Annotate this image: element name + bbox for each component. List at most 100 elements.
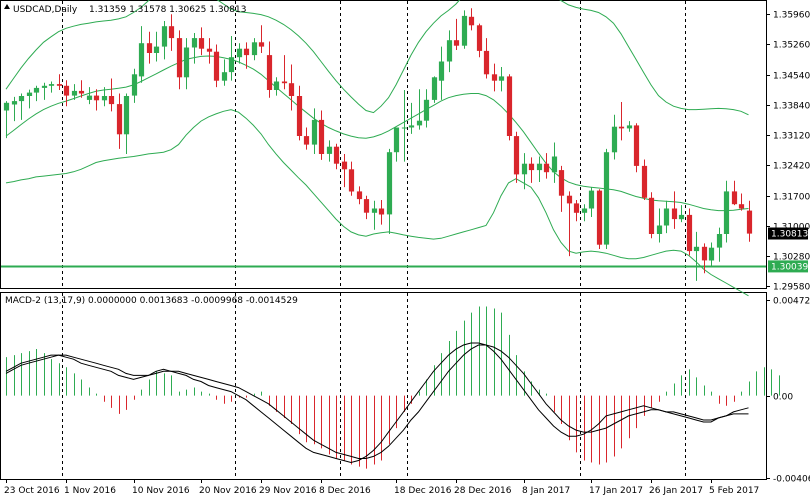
time-tick-label: 23 Oct 2016 bbox=[4, 486, 60, 496]
candle-body-bear bbox=[168, 26, 175, 39]
candle-body-bull bbox=[416, 120, 423, 126]
time-tick-label: 8 Jan 2017 bbox=[522, 486, 570, 496]
candle-body-bull bbox=[311, 119, 318, 145]
current-price-label: 1.30813 bbox=[771, 230, 808, 240]
candle-body-bull bbox=[161, 26, 168, 47]
candle-body-bear bbox=[543, 163, 550, 173]
candle-body-bull bbox=[228, 57, 235, 73]
candle-body-bear bbox=[633, 125, 640, 166]
candle-body-bull bbox=[3, 102, 10, 111]
candle-body-bear bbox=[288, 83, 295, 96]
candle-body-bull bbox=[386, 152, 393, 215]
candle-body-bear bbox=[258, 42, 265, 47]
candle-body-bull bbox=[101, 96, 108, 101]
macd-axis: 0.004721 0.00 -0.004064 bbox=[766, 297, 810, 485]
candle-body-bull bbox=[71, 90, 78, 96]
candle-body-bear bbox=[116, 104, 123, 135]
candle-body-bull bbox=[723, 191, 730, 234]
time-tick-label: 26 Jan 2017 bbox=[649, 486, 703, 496]
level-price-label: 1.30039 bbox=[771, 262, 808, 272]
macd-indicator-label: MACD-2 (13,17,9) 0.0000000 0.0013683 -0.… bbox=[5, 296, 298, 306]
candle-body-bull bbox=[693, 246, 700, 252]
candle-body-bear bbox=[333, 146, 340, 164]
time-tick-label: 10 Nov 2016 bbox=[132, 486, 190, 496]
candle-body-bear bbox=[93, 95, 100, 101]
candle-body-bull bbox=[41, 85, 48, 88]
candle-body-bear bbox=[303, 136, 310, 145]
candle-body-bear bbox=[453, 40, 460, 46]
macd-tick-label: 0.004721 bbox=[773, 297, 810, 307]
candle-body-bull bbox=[326, 146, 333, 154]
candle-body-bull bbox=[611, 126, 618, 153]
price-panel-frame bbox=[0, 0, 767, 289]
ohlc-label: 1.31359 1.31578 1.30625 1.30813 bbox=[89, 5, 246, 15]
price-tick-label: 1.30280 bbox=[773, 253, 810, 263]
candle-body-bear bbox=[243, 48, 250, 56]
candle-body-bear bbox=[641, 165, 648, 198]
price-axis: 1.35960 1.35260 1.34540 1.33840 1.33120 1.324… bbox=[766, 11, 810, 293]
candlestick-series bbox=[3, 8, 753, 281]
candle-body-bull bbox=[183, 47, 190, 78]
candle-body-bear bbox=[686, 214, 693, 252]
macd-tick-label: 0.00 bbox=[773, 393, 793, 403]
price-tick-label: 1.29580 bbox=[773, 283, 810, 293]
candle-body-bear bbox=[318, 119, 325, 154]
macd-histogram bbox=[6, 306, 780, 469]
bollinger-bands bbox=[5, 0, 749, 297]
candle-body-bull bbox=[26, 92, 33, 96]
price-tick-label: 1.33120 bbox=[773, 132, 810, 142]
candle-body-bull bbox=[708, 247, 715, 261]
candle-body-bull bbox=[656, 225, 663, 234]
candle-body-bear bbox=[483, 50, 490, 75]
candle-body-bull bbox=[461, 15, 468, 46]
candle-body-bull bbox=[536, 163, 543, 171]
time-tick-label: 29 Nov 2016 bbox=[259, 486, 317, 496]
candle-body-bull bbox=[716, 234, 723, 248]
candle-body-bull bbox=[423, 99, 430, 121]
candle-body-bull bbox=[236, 48, 243, 58]
candle-body-bull bbox=[371, 208, 378, 213]
candle-body-bear bbox=[341, 161, 348, 170]
time-tick-label: 8 Dec 2016 bbox=[319, 486, 371, 496]
candle-body-bull bbox=[626, 125, 633, 129]
current-price-tag: 1.30813 bbox=[768, 227, 808, 240]
candle-body-bull bbox=[273, 81, 280, 90]
price-tick-label: 1.35960 bbox=[773, 11, 810, 21]
candle-body-bull bbox=[393, 127, 400, 153]
candle-body-bear bbox=[348, 169, 355, 192]
candle-body-bull bbox=[138, 43, 145, 77]
candle-body-bear bbox=[558, 170, 565, 196]
candle-body-bear bbox=[701, 246, 708, 261]
candle-body-bull bbox=[86, 95, 93, 100]
time-tick-label: 5 Feb 2017 bbox=[709, 486, 759, 496]
candle-body-bull bbox=[123, 96, 130, 135]
candle-body-bear bbox=[491, 74, 498, 81]
price-tick-label: 1.35260 bbox=[773, 41, 810, 51]
candle-body-bear bbox=[266, 55, 273, 90]
candle-body-bear bbox=[618, 126, 625, 129]
bollinger-middle-line bbox=[5, 55, 749, 212]
candle-body-bear bbox=[363, 199, 370, 213]
time-axis: 23 Oct 2016 1 Nov 2016 10 Nov 2016 20 Nov 2… bbox=[4, 479, 759, 496]
candle-body-bull bbox=[221, 72, 228, 81]
candle-body-bull bbox=[663, 208, 670, 226]
level-price-tag: 1.30039 bbox=[768, 260, 808, 273]
candle-body-bear bbox=[213, 51, 220, 81]
candle-body-bear bbox=[738, 204, 745, 209]
candle-body-bear bbox=[108, 96, 115, 105]
candle-body-bull bbox=[438, 61, 445, 81]
macd-tick-label: -0.004064 bbox=[773, 475, 810, 485]
candle-body-bull bbox=[588, 190, 595, 209]
macd-signal-line bbox=[5, 344, 749, 459]
candle-body-bear bbox=[296, 96, 303, 136]
candle-body-bear bbox=[506, 76, 513, 136]
symbol-header: USDCAD,Daily 1.31359 1.31578 1.30625 1.3… bbox=[4, 4, 246, 15]
candle-body-bull bbox=[581, 208, 588, 213]
time-tick-label: 17 Jan 2017 bbox=[589, 486, 643, 496]
candle-body-bear bbox=[56, 84, 63, 86]
candle-body-bear bbox=[198, 38, 205, 49]
candle-body-bull bbox=[401, 127, 408, 129]
candle-body-bear bbox=[281, 81, 288, 84]
